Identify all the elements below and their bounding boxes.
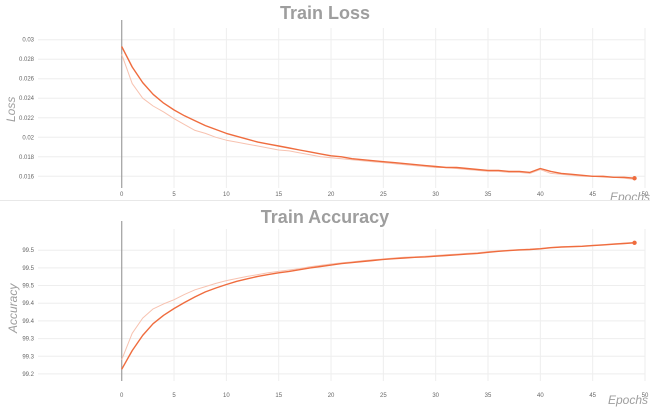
- x-tick-label: 15: [275, 192, 282, 198]
- x-tick-label: 40: [537, 192, 544, 198]
- y-tick-label: 99.4: [22, 301, 34, 307]
- last-point-marker: [632, 176, 637, 181]
- raw-series-line: [121, 54, 635, 180]
- y-tick-label: 99.4: [22, 319, 34, 325]
- y-tick-label: 0.026: [19, 77, 35, 83]
- x-tick-label: 50: [642, 192, 649, 198]
- y-tick-label: 99.3: [22, 337, 34, 343]
- x-tick-label: 45: [589, 192, 596, 198]
- x-tick-label: 0: [120, 192, 124, 198]
- y-axis-label: Loss: [4, 96, 18, 122]
- x-tick-label: 5: [172, 192, 176, 198]
- chart-title: Train Loss: [279, 3, 371, 23]
- x-tick-label: 5: [172, 393, 176, 399]
- x-tick-label: 20: [328, 393, 335, 399]
- train-loss-panel: Train Loss Loss Epochs 0.016 0.018 0.02 0.0…: [0, 0, 650, 204]
- y-tick-label: 0.03: [22, 38, 34, 44]
- x-axis-label: Epochs: [608, 393, 649, 407]
- last-point-marker: [632, 240, 637, 245]
- x-tick-label: 10: [223, 192, 230, 198]
- x-tick-label: 15: [275, 393, 282, 399]
- x-tick-label: 25: [380, 393, 387, 399]
- y-tick-label: 0.02: [22, 135, 34, 141]
- chart-title: Train Accuracy: [260, 207, 390, 227]
- y-tick-label: 0.018: [19, 155, 35, 161]
- y-tick-label: 0.016: [19, 174, 35, 180]
- x-tick-label: 35: [485, 393, 492, 399]
- y-tick-label: 0.022: [19, 116, 35, 122]
- smoothed-series-line: [121, 242, 635, 370]
- x-tick-label: 45: [589, 393, 596, 399]
- x-tick-label: 35: [485, 192, 492, 198]
- x-tick-label: 0: [120, 393, 124, 399]
- y-tick-label: 99.5: [22, 284, 34, 290]
- y-tick-label: 99.5: [22, 266, 34, 272]
- x-tick-label: 25: [380, 192, 387, 198]
- y-tick-label: 99.5: [22, 248, 34, 254]
- y-tick-label: 0.024: [19, 96, 35, 102]
- train-accuracy-plot: 99.2 99.3 99.3 99.4 99.4 99.5 99.5 99.5 0 5 10 15 20…: [22, 221, 649, 399]
- x-tick-label: 50: [642, 393, 649, 399]
- y-tick-label: 99.2: [22, 372, 34, 378]
- train-loss-plot: 0.016 0.018 0.02 0.022 0.024 0.026 0.028 0.03 0 5…: [19, 20, 649, 198]
- smoothed-series-line: [121, 46, 635, 179]
- y-axis-label: Accuracy: [6, 283, 20, 333]
- x-tick-label: 30: [432, 393, 439, 399]
- x-tick-label: 20: [328, 192, 335, 198]
- x-tick-label: 40: [537, 393, 544, 399]
- x-tick-label: 30: [432, 192, 439, 198]
- x-tick-label: 10: [223, 393, 230, 399]
- y-tick-label: 99.3: [22, 354, 34, 360]
- y-tick-label: 0.028: [19, 57, 35, 63]
- train-accuracy-panel: Train Accuracy Accuracy Epochs 99.2 99.3 9…: [0, 200, 650, 411]
